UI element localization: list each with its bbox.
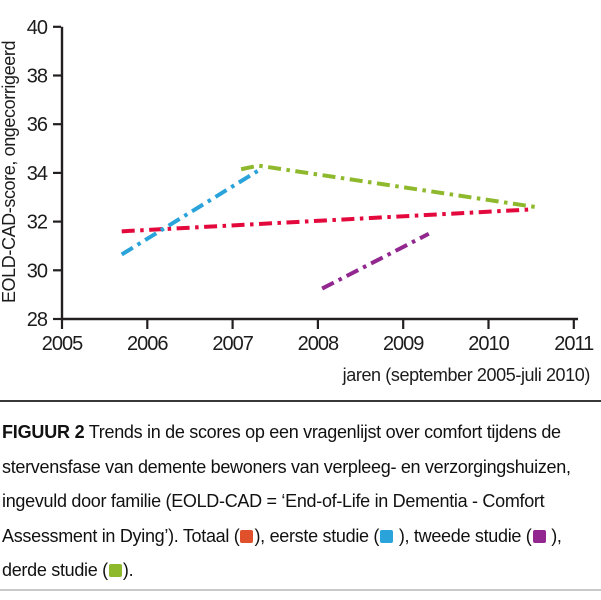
caption-top-rule: [0, 400, 601, 402]
series-line-eerste-studie: [120, 166, 264, 257]
chart: 28 30 32 34 36 38 40 2005 2006 2007 2008 2009 2010 20…: [0, 17, 595, 385]
series-line-derde-studie: [240, 163, 536, 209]
x-tick-label: 2009: [383, 333, 424, 355]
y-tick-label: 38: [27, 66, 48, 88]
x-tick-label: 2006: [127, 333, 168, 355]
y-tick-label: 36: [27, 114, 48, 136]
y-tick-label: 32: [27, 212, 48, 234]
caption-bottom-rule: [0, 589, 601, 591]
chart-svg: 28 30 32 34 36 38 40 2005 2006 2007 2008 2009 2010 20…: [0, 17, 595, 385]
totaal-swatch: [240, 529, 254, 543]
y-tick-label: 34: [27, 163, 48, 185]
derde-studie-swatch: [108, 564, 122, 577]
axes: [60, 26, 578, 321]
x-tick-label: 2007: [212, 333, 253, 355]
y-tick-label: 30: [27, 260, 48, 282]
figure-caption-area: FIGUUR 2 Trends in de scores op een vrag…: [0, 400, 601, 588]
caption-figure-number: FIGUUR 2: [2, 422, 85, 442]
x-axis-label: jaren (september 2005-juli 2010): [342, 365, 590, 385]
x-tick-label: 2008: [298, 333, 339, 355]
x-tick-label: 2010: [468, 333, 509, 355]
figure-caption: FIGUUR 2 Trends in de scores op een vrag…: [2, 422, 571, 580]
y-tick-label: 40: [27, 17, 48, 39]
series-line-totaal: [121, 207, 532, 234]
tweede-studie-swatch: [532, 529, 546, 543]
x-tick-label: 2011: [554, 333, 594, 355]
eerste-studie-swatch: [380, 529, 394, 543]
y-tick-label: 28: [27, 309, 48, 331]
x-tick-label: 2005: [42, 333, 83, 355]
series-line-tweede-studie: [321, 231, 430, 291]
y-axis-label: EOLD-CAD-score, ongecorrigeerd: [0, 41, 19, 303]
